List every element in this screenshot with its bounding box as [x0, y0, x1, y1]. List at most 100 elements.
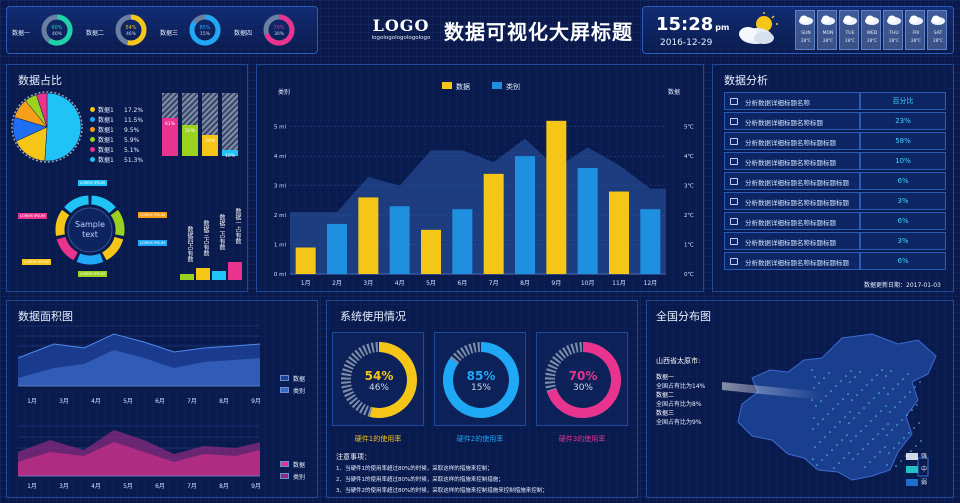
area-legend-item-lower: 类别: [280, 472, 305, 481]
pie-legend-item: 数据1 5.1%: [90, 145, 139, 154]
area-legend-swatch: [280, 375, 289, 381]
ring-segment: [110, 209, 125, 236]
vbar: [180, 274, 194, 280]
main-bar-data: [358, 197, 379, 274]
ring-center-text: Sample text: [75, 220, 105, 239]
x-tick: 11月: [612, 280, 626, 287]
weather-day: MON 28°C: [817, 10, 837, 50]
main-left-axis-label: 类别: [278, 88, 290, 96]
area-legend-item-lower: 数据: [280, 460, 305, 469]
usage-sub: 15%: [470, 383, 491, 393]
pie-legend-name: 数据1: [98, 127, 114, 134]
clock-time: 15:28 pm: [656, 14, 729, 35]
area-legend-swatch: [280, 387, 289, 393]
usage-panel-title: 系统使用情况: [340, 310, 406, 323]
gauge-ring: 70%30%: [263, 14, 295, 46]
main-bar-data: [483, 173, 504, 274]
gauge-ring: 60%40%: [41, 14, 73, 46]
y-tick-left: 1 ml: [274, 243, 287, 249]
usage-sub: 46%: [368, 383, 389, 393]
weather-day-temp: 28°C: [867, 38, 877, 43]
usage-notes-title: 注意事项：: [336, 453, 371, 461]
area-legend-swatch-lower: [280, 461, 289, 467]
area-legend-item: 数据: [280, 374, 305, 383]
main-bar-category: [577, 167, 598, 274]
map-legend-label: 中: [921, 466, 928, 473]
x-tick: 8月: [520, 280, 530, 287]
analysis-row[interactable]: 分析数据详细标题名称标题标题标题: [724, 172, 860, 190]
map-info-line: 数据三: [656, 410, 675, 417]
y-tick-right: 3℃: [684, 183, 694, 190]
legend-dot: [90, 107, 95, 112]
analysis-header-pct: 百分比: [860, 92, 946, 110]
cloud-icon: [887, 15, 901, 25]
analysis-row-pct: 58%: [860, 132, 946, 150]
usage-card: 85% 15%: [434, 332, 526, 426]
weather-day-name: SUN: [801, 31, 811, 36]
x-tick: 4月: [395, 280, 405, 287]
area-legend-label-lower: 数据: [293, 462, 306, 469]
map-legend-label: 强: [921, 453, 928, 460]
folder-icon: [730, 178, 738, 185]
analysis-row[interactable]: 分析数据详细标题名称标题标题: [724, 152, 860, 170]
usage-label: 硬件3的使用率: [558, 435, 606, 443]
analysis-row-pct: 23%: [860, 112, 946, 130]
analysis-row[interactable]: 分析数据详细标题名称标题标题: [724, 212, 860, 230]
ring-label: LOREM IPSUM: [78, 271, 107, 277]
analysis-row[interactable]: 分析数据详细标题名称标题标题: [724, 132, 860, 150]
area-legend-label: 类别: [293, 388, 306, 395]
area-x-tick: 9月: [251, 398, 261, 405]
area-legend-swatch-lower: [280, 473, 289, 479]
area-x-tick-lower: 9月: [251, 483, 261, 490]
map-info-line: 数据二: [656, 392, 675, 399]
sample-ring-chart: [55, 195, 125, 265]
x-tick: 12月: [644, 280, 658, 287]
usage-donut-fill: [369, 342, 417, 418]
analysis-row-pct: 6%: [860, 252, 946, 270]
area-x-tick-lower: 6月: [155, 483, 165, 490]
y-tick-right: 4℃: [684, 153, 694, 160]
folder-icon: [730, 158, 738, 165]
y-tick-left: 2 ml: [274, 213, 287, 219]
area-panel-title: 数据面积图: [18, 310, 73, 323]
weather-day-name: TUE: [845, 31, 855, 36]
area-x-tick: 3月: [59, 398, 69, 405]
clock-date: 2016-12-29: [660, 38, 713, 48]
main-legend-swatch: [492, 82, 502, 89]
cloud-icon: [865, 15, 879, 25]
map-info-line: 全国占有比为14%: [656, 383, 706, 390]
area-x-tick-lower: 8月: [219, 483, 229, 490]
gauge-ring: 54%46%: [115, 14, 147, 46]
main-bar-category: [327, 223, 347, 274]
gauge-label: 数据三: [160, 30, 179, 37]
y-tick-right: 1℃: [684, 242, 694, 249]
analysis-row-pct: 6%: [860, 172, 946, 190]
map-legend-item: 弱: [906, 477, 927, 486]
x-tick: 7月: [489, 280, 499, 287]
weather-day: TUE 28°C: [839, 10, 859, 50]
x-tick: 10月: [581, 280, 595, 287]
analysis-row[interactable]: 分析数据详细标题名称标题: [724, 112, 860, 130]
cloud-icon: [931, 15, 945, 25]
analysis-row[interactable]: 分析数据详细标题名称标题标题: [724, 232, 860, 250]
area-legend-item: 类别: [280, 386, 305, 395]
pie-slice: [44, 92, 82, 162]
area-legend-label-lower: 类别: [293, 474, 306, 481]
pie-legend-name: 数据1: [98, 147, 114, 154]
main-bar-category: [389, 206, 410, 274]
pie-legend-value: 51.3%: [124, 157, 144, 164]
main-bar-category: [640, 209, 661, 274]
analysis-row-pct: 3%: [860, 232, 946, 250]
ratio-bar-label: 10%: [224, 153, 235, 159]
area-x-tick-lower: 3月: [59, 483, 69, 490]
weather-day-name: FRI: [912, 31, 920, 36]
area-legend-label: 数据: [293, 376, 306, 383]
ratio-bar-fill: [182, 124, 198, 156]
analysis-row[interactable]: 分析数据详细标题名称标题标题标题: [724, 192, 860, 210]
legend-dot: [90, 137, 95, 142]
main-bar-data: [609, 191, 629, 274]
main-bar-category: [452, 209, 473, 274]
ratio-bar: 10%: [222, 93, 238, 159]
map-legend-swatch: [906, 466, 918, 473]
analysis-row[interactable]: 分析数据详细标题名称标题标题标题: [724, 252, 860, 270]
